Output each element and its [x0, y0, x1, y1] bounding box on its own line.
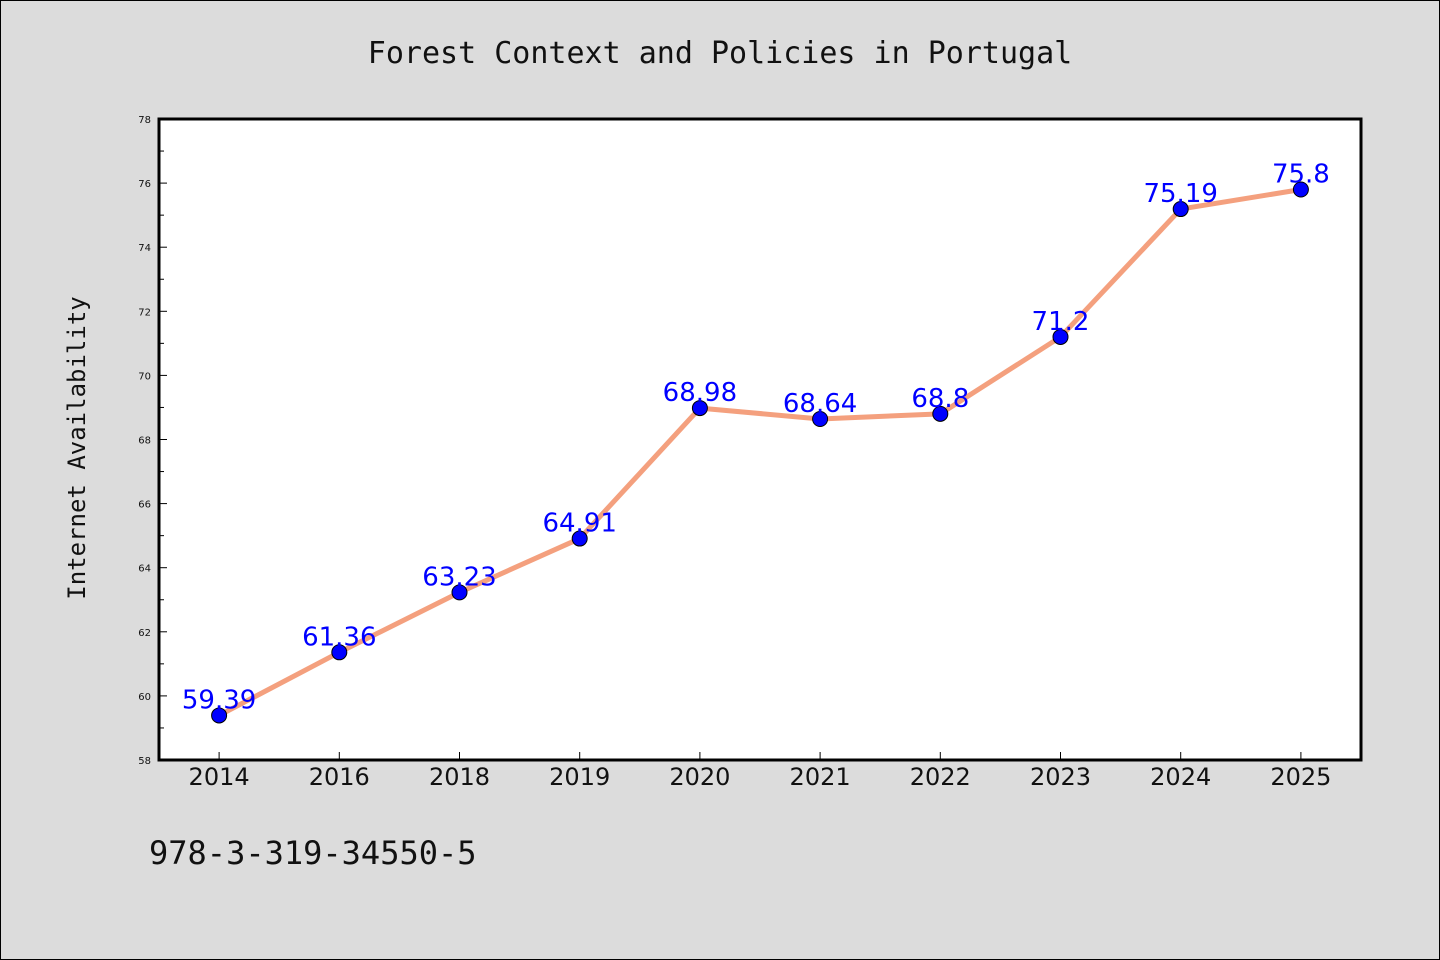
x-tick-label: 2022	[910, 763, 971, 791]
x-tick-label: 2021	[790, 763, 851, 791]
data-point-marker	[1292, 181, 1309, 198]
series-line	[216, 187, 1304, 718]
data-label: 68.64	[783, 389, 857, 419]
y-tick-label: 58	[138, 756, 151, 767]
x-tick-label: 2014	[189, 763, 250, 791]
y-tick-label: 72	[138, 307, 151, 318]
series-line-group	[216, 187, 1304, 718]
data-point-marker	[932, 405, 949, 422]
data-point-marker	[812, 410, 829, 427]
data-label: 68.98	[663, 378, 737, 408]
x-tick-label: 2024	[1150, 763, 1211, 791]
footer-isbn: 978-3-319-34550-5	[149, 834, 477, 872]
data-point-marker	[1052, 328, 1069, 345]
data-label: 59.39	[182, 685, 256, 715]
data-point-marker	[571, 530, 588, 547]
x-tick-label: 2023	[1030, 763, 1091, 791]
x-tick-label: 2020	[669, 763, 730, 791]
y-tick-label: 60	[138, 692, 151, 703]
series-markers	[211, 181, 1309, 724]
x-tick-label: 2016	[309, 763, 370, 791]
y-tick-label: 64	[138, 564, 151, 575]
data-point-marker	[451, 584, 468, 601]
data-point-marker	[1172, 201, 1189, 218]
data-point-marker	[691, 400, 708, 417]
data-label: 75.19	[1143, 179, 1217, 209]
data-labels: 59.39 61.36 63.23 64.91 68.98 68.64 68.8 71.2 75…	[182, 160, 1330, 716]
data-point-marker	[211, 707, 228, 724]
chart-title: Forest Context and Policies in Portugal	[368, 36, 1072, 71]
y-axis-label: Internet Availability	[63, 296, 91, 599]
plot-area	[157, 117, 1363, 762]
x-tick-label: 2019	[549, 763, 610, 791]
data-label: 75.8	[1272, 160, 1330, 190]
data-label: 71.2	[1032, 307, 1090, 337]
y-tick-label: 62	[138, 628, 151, 639]
y-tick-label: 68	[138, 436, 151, 447]
y-tick-label: 70	[138, 371, 151, 382]
y-tick-label: 66	[138, 500, 151, 511]
data-label: 64.91	[542, 509, 616, 539]
data-label: 68.8	[911, 384, 969, 414]
data-label: 61.36	[302, 622, 376, 652]
y-axis-ticks: 58 60 62 64 66 68 70 72 74 76 78	[138, 115, 167, 767]
x-tick-label: 2025	[1270, 763, 1331, 791]
x-tick-label: 2018	[429, 763, 490, 791]
x-axis-ticks: 2014 2016 2018 2019 2020 2021 2022 2023 2024 2025	[189, 752, 1331, 791]
y-tick-label: 78	[138, 115, 151, 126]
y-tick-label: 74	[138, 243, 151, 254]
y-tick-label: 76	[138, 179, 151, 190]
data-label: 63.23	[422, 562, 496, 592]
data-point-marker	[331, 644, 348, 661]
